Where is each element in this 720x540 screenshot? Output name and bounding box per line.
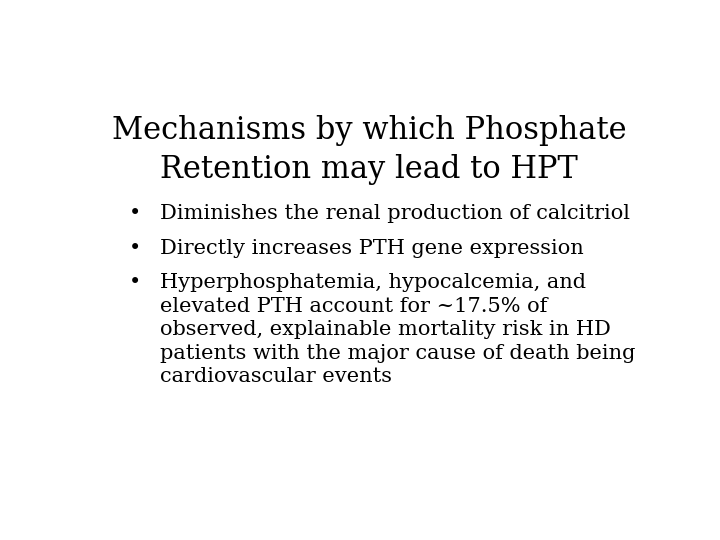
Text: Hyperphosphatemia, hypocalcemia, and
elevated PTH account for ~17.5% of
observed: Hyperphosphatemia, hypocalcemia, and ele…: [160, 273, 635, 386]
Text: •: •: [128, 204, 141, 223]
Text: •: •: [128, 239, 141, 258]
Text: •: •: [128, 273, 141, 292]
Text: Mechanisms by which Phosphate
Retention may lead to HPT: Mechanisms by which Phosphate Retention …: [112, 114, 626, 185]
Text: Directly increases PTH gene expression: Directly increases PTH gene expression: [160, 239, 583, 258]
Text: Diminishes the renal production of calcitriol: Diminishes the renal production of calci…: [160, 204, 630, 223]
